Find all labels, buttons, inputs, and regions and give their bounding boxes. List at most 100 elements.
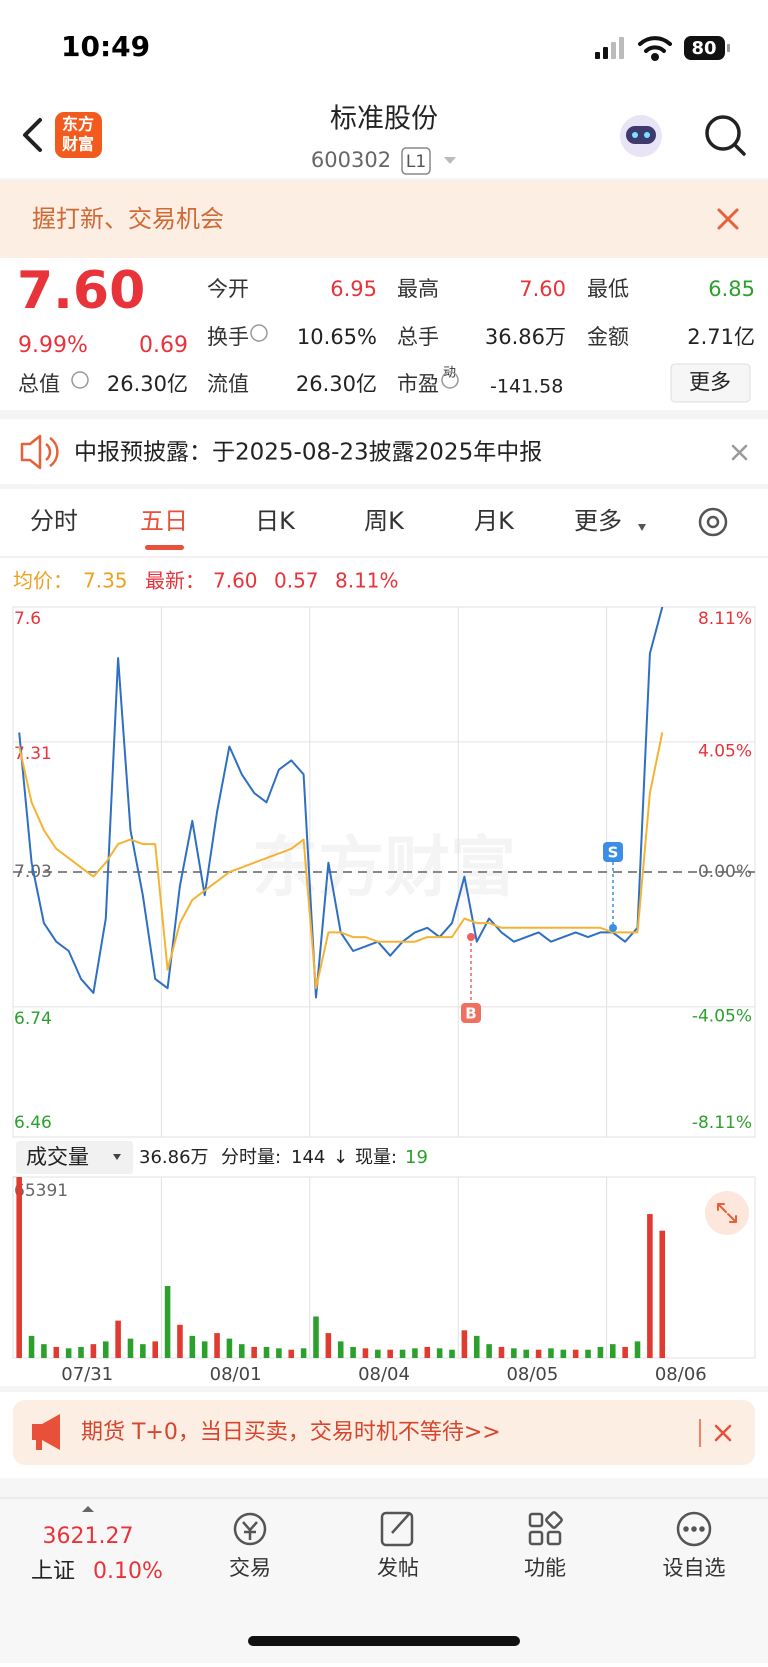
buy-marker[interactable] (461, 1003, 481, 1023)
indicator-selector[interactable] (16, 1141, 133, 1174)
current-volume-label: 现量: (355, 1147, 397, 1168)
close-button[interactable] (714, 1424, 732, 1442)
field-label: 总手 (397, 325, 439, 349)
volume-bar (572, 1349, 579, 1358)
volume-bar (622, 1346, 628, 1358)
volume-bar (498, 1346, 505, 1358)
ad-banner[interactable] (13, 1400, 755, 1465)
field-label: 总值 (18, 372, 60, 396)
y2-tick-label: 8.11% (698, 609, 752, 629)
volume-chart: 65391 07/31 08/01 08/04 08/05 08/06 (12, 1176, 756, 1385)
level-badge (401, 147, 431, 175)
volume-bar (647, 1214, 653, 1358)
volume-bar (412, 1348, 418, 1358)
field-value: 10.65% (297, 325, 377, 349)
nav-item[interactable]: 发帖 (377, 1556, 419, 1580)
app-logo (55, 112, 102, 158)
volume-bar (16, 1177, 22, 1358)
price-chart: 6.466.747.037.317.6-8.11%-4.05%0.00%4.05… (12, 606, 756, 1138)
y-tick-label: 7.31 (14, 744, 52, 764)
promo-banner[interactable] (0, 180, 768, 258)
post-icon[interactable] (380, 1511, 414, 1547)
sell-marker[interactable] (603, 842, 623, 862)
field-label: 最高 (397, 277, 439, 301)
ad-text: 期货 T+0，当日买卖，交易时机不等待>> (81, 1420, 501, 1445)
search-icon[interactable] (705, 115, 746, 156)
tab-bar: 分时 五日 日K 周K 月K 更多 (30, 507, 622, 550)
buy-marker-text: B (465, 1005, 476, 1023)
volume-bar (288, 1349, 295, 1358)
field-value: 2.71亿 (687, 325, 755, 349)
trade-icon[interactable] (233, 1512, 267, 1546)
settings-icon[interactable] (698, 507, 728, 537)
function-icon[interactable] (528, 1511, 563, 1546)
volume-bar (597, 1346, 604, 1358)
info-icon[interactable] (71, 371, 89, 389)
volume-bar (276, 1348, 282, 1358)
status-time: 10:49 (61, 30, 150, 63)
section-gap (0, 1478, 768, 1498)
logo-text: 东方 (62, 115, 94, 134)
promo-text: 握打新、交易机会 (32, 205, 224, 233)
tab[interactable]: 更多 (574, 507, 622, 535)
volume-bar (337, 1341, 344, 1358)
volume-bar (610, 1344, 616, 1358)
wifi-icon (638, 36, 672, 61)
level-text: L1 (406, 152, 426, 172)
dropdown-arrow (113, 1154, 121, 1160)
volume-bar (535, 1349, 542, 1358)
sell-point (609, 924, 617, 932)
tab[interactable]: 五日 (140, 507, 188, 535)
nav-item[interactable]: 设自选 (663, 1556, 726, 1580)
quote-fields: 今开 6.95 最高 7.60 最低 6.85 换手 10.65% 总手 36.86万 金额 2.71… (18, 277, 755, 398)
assistant-icon[interactable] (620, 115, 662, 157)
y-tick-label: 6.46 (14, 1113, 52, 1133)
x-tick-label: 08/01 (210, 1364, 262, 1385)
tab[interactable]: 周K (364, 507, 405, 535)
watchlist-icon[interactable] (676, 1511, 712, 1547)
close-button[interactable] (731, 444, 748, 461)
dropdown-arrow[interactable] (444, 157, 456, 164)
tick-volume-label: 分时量: (221, 1147, 281, 1168)
section-gap (0, 410, 768, 419)
volume-bar (548, 1348, 554, 1358)
x-tick-label: 08/04 (358, 1364, 410, 1385)
field-label: 金额 (587, 325, 629, 349)
tab[interactable]: 日K (255, 507, 296, 535)
close-button[interactable] (717, 208, 739, 230)
info-icon[interactable] (250, 324, 268, 342)
back-button[interactable] (23, 118, 42, 152)
nav-item[interactable]: 交易 (229, 1556, 271, 1580)
field-value: 6.95 (330, 277, 377, 301)
last-label: 最新： (145, 569, 205, 593)
volume-bar (41, 1344, 47, 1358)
volume-bar (523, 1349, 529, 1358)
volume-bar (28, 1335, 35, 1358)
sell-marker-text: S (608, 844, 619, 862)
field-label: 今开 (207, 277, 249, 301)
more-button[interactable] (670, 363, 751, 403)
section-gap (0, 484, 768, 489)
volume-total: 36.86万 (139, 1147, 209, 1168)
nav-items: 交易 发帖 功能 设自选 (229, 1556, 726, 1580)
volume-bar (102, 1341, 109, 1358)
volume-bar (177, 1324, 183, 1358)
y-tick-label: 7.6 (14, 609, 41, 629)
volume-bar (350, 1346, 356, 1358)
volume-bar (634, 1341, 641, 1358)
indicator-label: 成交量 (26, 1145, 89, 1169)
expand-button[interactable] (705, 1191, 749, 1235)
expand-arrow[interactable] (82, 1506, 94, 1512)
volume-bar (375, 1349, 381, 1358)
tab-indicator (145, 545, 184, 550)
index-change: 0.10% (93, 1559, 163, 1584)
volume-bar (313, 1316, 319, 1358)
tab[interactable]: 月K (474, 507, 515, 535)
info-icon[interactable] (441, 371, 459, 389)
price-line (18, 606, 664, 999)
average-line (18, 732, 664, 990)
field-value: 7.60 (519, 277, 566, 301)
tab[interactable]: 分时 (30, 507, 78, 535)
nav-item[interactable]: 功能 (524, 1556, 566, 1580)
current-volume: 19 (405, 1147, 428, 1168)
